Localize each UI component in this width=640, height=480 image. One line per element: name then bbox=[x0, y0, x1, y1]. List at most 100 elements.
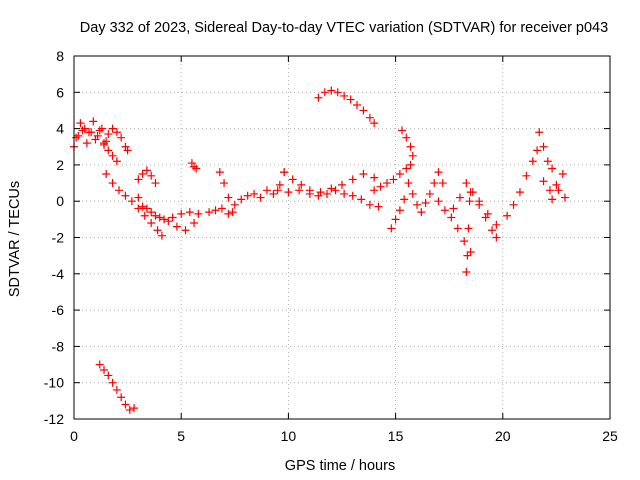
data-point bbox=[134, 193, 143, 202]
data-point bbox=[327, 86, 336, 95]
chart-title: Day 332 of 2023, Sidereal Day-to-day VTE… bbox=[80, 20, 608, 36]
data-point bbox=[440, 206, 449, 215]
data-point bbox=[417, 208, 426, 217]
data-point bbox=[147, 208, 156, 217]
data-point bbox=[475, 197, 484, 206]
data-point bbox=[395, 169, 404, 178]
data-point bbox=[408, 189, 417, 198]
data-point bbox=[462, 179, 471, 188]
data-point bbox=[142, 204, 151, 213]
series-sat-f bbox=[134, 193, 203, 224]
data-point bbox=[157, 231, 166, 240]
data-point bbox=[465, 197, 474, 206]
data-point bbox=[217, 204, 226, 213]
data-point bbox=[338, 180, 346, 189]
data-point bbox=[383, 179, 392, 188]
data-point bbox=[237, 195, 246, 204]
y-tick-labels: -12 -10 -8 -6 -4 -2 0 2 4 6 8 bbox=[44, 48, 64, 427]
data-point bbox=[134, 175, 143, 184]
data-point bbox=[509, 200, 518, 209]
data-point bbox=[398, 126, 407, 135]
series-sat-q bbox=[404, 168, 447, 217]
y-tick-label: -2 bbox=[52, 230, 65, 246]
data-point bbox=[280, 168, 289, 177]
y-tick-label: 6 bbox=[56, 84, 64, 100]
x-tick-label: 25 bbox=[602, 428, 618, 444]
data-point bbox=[395, 206, 404, 215]
series-sat-l bbox=[280, 168, 383, 211]
data-point bbox=[421, 199, 430, 208]
data-point bbox=[89, 117, 98, 126]
data-point bbox=[346, 95, 355, 104]
data-point bbox=[492, 233, 501, 242]
data-point bbox=[348, 175, 357, 184]
x-tick-labels: 0 5 10 15 20 25 bbox=[70, 428, 618, 444]
data-point bbox=[455, 193, 464, 202]
data-point bbox=[172, 222, 181, 231]
data-point bbox=[333, 88, 342, 97]
data-point bbox=[112, 157, 121, 166]
series-sat-j bbox=[215, 168, 237, 217]
data-point bbox=[95, 360, 104, 369]
data-point bbox=[108, 378, 117, 387]
data-point bbox=[104, 146, 113, 155]
data-point bbox=[220, 179, 229, 188]
data-point bbox=[142, 166, 151, 175]
data-point bbox=[256, 193, 265, 202]
data-point bbox=[108, 179, 117, 188]
series-sat-x bbox=[539, 169, 567, 195]
series-sat-h bbox=[187, 159, 201, 173]
data-point bbox=[425, 189, 434, 198]
data-point bbox=[387, 224, 396, 233]
data-point bbox=[340, 189, 349, 198]
data-point bbox=[533, 146, 542, 155]
x-tick-label: 10 bbox=[281, 428, 297, 444]
data-point bbox=[151, 179, 160, 188]
data-point bbox=[535, 128, 544, 137]
data-point bbox=[492, 220, 501, 229]
series-sat-n bbox=[370, 160, 415, 195]
series-sat-d bbox=[102, 169, 166, 240]
data-point bbox=[115, 186, 124, 195]
y-tick-label: -6 bbox=[52, 302, 65, 318]
data-point bbox=[322, 189, 331, 198]
x-tick-label: 0 bbox=[70, 428, 78, 444]
series-sat-w bbox=[535, 128, 557, 173]
data-point bbox=[453, 224, 462, 233]
data-point bbox=[243, 191, 252, 200]
data-point bbox=[545, 186, 554, 195]
data-point bbox=[168, 213, 177, 222]
data-point bbox=[275, 180, 284, 189]
data-point bbox=[215, 168, 224, 177]
series-sat-i bbox=[205, 168, 289, 218]
data-point bbox=[340, 91, 349, 100]
data-point bbox=[528, 157, 537, 166]
data-point bbox=[327, 184, 336, 193]
data-point bbox=[230, 200, 239, 209]
data-point bbox=[483, 209, 492, 218]
data-point bbox=[72, 133, 81, 142]
data-point bbox=[151, 211, 160, 220]
data-point bbox=[273, 186, 282, 195]
data-point bbox=[190, 218, 199, 227]
x-tick-label: 5 bbox=[177, 428, 185, 444]
data-point bbox=[147, 171, 156, 180]
data-point bbox=[228, 208, 237, 217]
data-point bbox=[102, 169, 111, 178]
data-point bbox=[402, 164, 411, 173]
data-point bbox=[288, 175, 297, 184]
data-point bbox=[462, 267, 471, 276]
data-point bbox=[539, 177, 548, 186]
data-point bbox=[80, 124, 89, 133]
data-point bbox=[125, 405, 134, 414]
data-point bbox=[82, 139, 91, 148]
data-point bbox=[112, 128, 121, 137]
data-point bbox=[434, 168, 443, 177]
data-point bbox=[370, 186, 379, 195]
data-point bbox=[365, 113, 374, 122]
data-point bbox=[76, 119, 85, 128]
y-tick-label: 8 bbox=[56, 48, 64, 64]
data-point bbox=[164, 217, 173, 226]
data-point bbox=[104, 130, 113, 139]
